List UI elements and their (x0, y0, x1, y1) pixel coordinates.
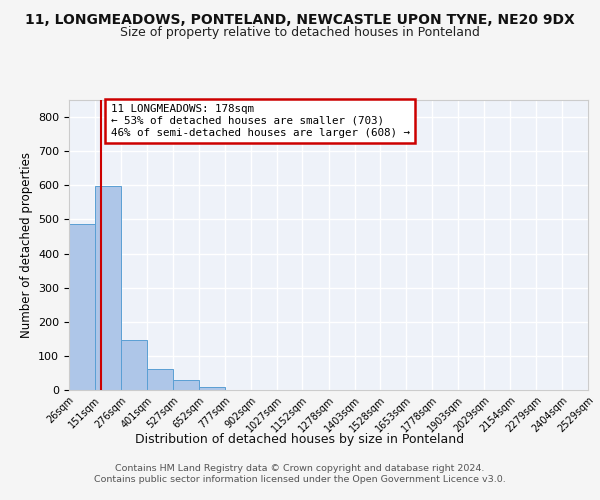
Bar (121, 340, 147, 390)
Text: Distribution of detached houses by size in Ponteland: Distribution of detached houses by size … (136, 432, 464, 446)
Text: Contains public sector information licensed under the Open Government Licence v3: Contains public sector information licen… (94, 475, 506, 484)
Bar (95, 186, 121, 390)
Text: 11, LONGMEADOWS, PONTELAND, NEWCASTLE UPON TYNE, NE20 9DX: 11, LONGMEADOWS, PONTELAND, NEWCASTLE UP… (25, 12, 575, 26)
Text: Contains HM Land Registry data © Crown copyright and database right 2024.: Contains HM Land Registry data © Crown c… (115, 464, 485, 473)
Text: Size of property relative to detached houses in Ponteland: Size of property relative to detached ho… (120, 26, 480, 39)
Bar (147, 368, 173, 390)
Y-axis label: Number of detached properties: Number of detached properties (20, 152, 32, 338)
Bar (69, 224, 95, 390)
Bar (173, 380, 199, 390)
Bar (199, 386, 225, 390)
Text: 11 LONGMEADOWS: 178sqm
← 53% of detached houses are smaller (703)
46% of semi-de: 11 LONGMEADOWS: 178sqm ← 53% of detached… (110, 104, 410, 138)
